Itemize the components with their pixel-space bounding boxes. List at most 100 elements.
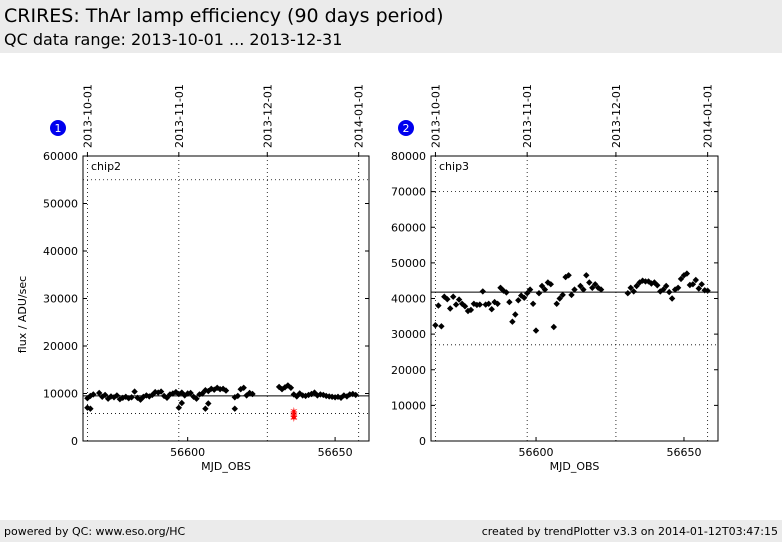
data-point [467, 306, 475, 314]
page-title: CRIRES: ThAr lamp efficiency (90 days pe… [4, 5, 444, 27]
data-point [624, 290, 631, 297]
data-point [674, 284, 682, 291]
data-point [627, 284, 634, 291]
x-tick-label: 56600 [519, 446, 554, 459]
data-point [290, 391, 297, 398]
page-subtitle: QC data range: 2013-10-01 ... 2013-12-31 [4, 30, 343, 49]
top-date-label: 2014-01-01 [702, 84, 715, 148]
data-point [113, 392, 121, 399]
data-point [532, 327, 540, 334]
data-point [586, 279, 593, 286]
x-axis-label: MJD_OBS [550, 460, 600, 473]
data-point [556, 295, 563, 302]
data-point [287, 384, 295, 391]
data-point [657, 288, 664, 295]
data-point [541, 286, 549, 293]
outlier-point: ✶ [289, 407, 298, 420]
panel-number-badge [50, 120, 66, 136]
data-point [193, 395, 200, 402]
data-point [479, 288, 486, 295]
data-point [461, 303, 469, 310]
data-point [503, 289, 510, 296]
data-point [660, 286, 667, 293]
data-point [432, 322, 439, 329]
y-axis-label: flux / ADU/sec [16, 276, 29, 353]
x-tick-label: 56650 [666, 446, 701, 459]
footer-powered-by: powered by QC: www.eso.org/HC [4, 525, 186, 538]
data-point [704, 287, 711, 294]
data-point [663, 282, 670, 290]
data-point [175, 404, 182, 411]
report-footer: powered by QC: www.eso.org/HC created by… [0, 520, 782, 542]
data-point [205, 400, 212, 407]
data-point [677, 275, 685, 283]
panel-label: chip2 [91, 160, 121, 173]
outlier-point: ✶ [289, 412, 298, 425]
data-point [104, 395, 112, 402]
chart-panel-1: 2013-10-01 2013-11-01 2013-12-01 2014-01-01… [16, 84, 370, 473]
data-point [524, 290, 531, 297]
panel-number-badge [398, 120, 414, 136]
data-point [535, 290, 543, 297]
data-point [494, 300, 501, 307]
data-point [447, 305, 454, 312]
y-tick-label: 0 [71, 435, 78, 448]
top-date-label: 2013-10-01 [429, 84, 442, 148]
y-tick-label: 10000 [391, 399, 426, 412]
data-point [633, 282, 640, 290]
top-date-label: 2013-12-01 [610, 84, 623, 148]
data-point [444, 296, 451, 303]
data-point [568, 291, 575, 299]
data-point [689, 281, 697, 288]
data-point [435, 302, 442, 309]
data-point [559, 291, 566, 299]
data-point [692, 276, 699, 284]
data-point [450, 293, 457, 300]
data-point [317, 391, 324, 398]
data-point [668, 295, 676, 302]
data-point [485, 300, 492, 307]
data-point [101, 391, 109, 399]
y-tick-label: 80000 [391, 150, 426, 163]
data-point [234, 392, 241, 400]
outlier-point: ✶ [289, 405, 298, 418]
charts-canvas: 2013-10-01 2013-11-01 2013-12-01 2014-01-01… [16, 84, 719, 473]
data-point [589, 284, 596, 291]
data-point [562, 273, 569, 281]
data-point [518, 292, 525, 299]
data-point [87, 405, 94, 412]
data-point [90, 391, 97, 398]
data-point [506, 298, 513, 306]
data-point [580, 286, 587, 293]
data-point [565, 272, 572, 279]
data-point [452, 301, 460, 308]
data-point [698, 281, 705, 288]
x-tick-label: 56600 [170, 446, 205, 459]
data-point [187, 389, 194, 397]
y-tick-label: 30000 [391, 328, 426, 341]
y-tick-label: 20000 [391, 364, 426, 377]
outlier-point: ✶ [289, 411, 298, 424]
y-tick-label: 40000 [43, 245, 78, 258]
data-point [240, 384, 247, 391]
data-point [128, 394, 135, 401]
data-point [515, 297, 522, 304]
data-point [695, 285, 702, 292]
data-point [671, 286, 679, 293]
data-point [550, 323, 557, 331]
data-point [538, 282, 546, 290]
data-point [639, 277, 646, 284]
top-date-label: 2013-12-01 [261, 84, 274, 148]
footer-created-by: created by trendPlotter v3.3 on 2014-01-… [481, 525, 778, 538]
data-point [577, 282, 584, 290]
data-point [84, 395, 91, 402]
data-point [526, 286, 534, 293]
report-header: CRIRES: ThAr lamp efficiency (90 days pe… [0, 0, 782, 53]
data-point [476, 301, 483, 308]
y-tick-label: 30000 [43, 293, 78, 306]
data-point [131, 388, 138, 395]
data-point [547, 281, 554, 288]
data-point [553, 300, 560, 307]
data-point [96, 389, 103, 397]
y-tick-label: 60000 [391, 221, 426, 234]
